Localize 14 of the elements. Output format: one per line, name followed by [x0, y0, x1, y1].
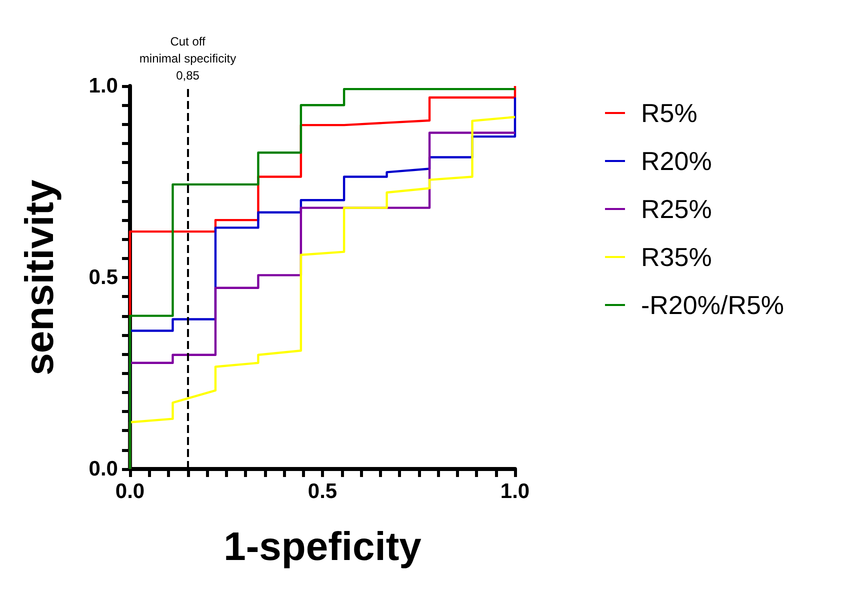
x-tick-label: 0.5: [308, 480, 338, 503]
y-tick-label: 0.0: [88, 458, 118, 480]
y-tick-label: 1.0: [88, 74, 118, 98]
x-axis-title: 1-speficity: [224, 525, 422, 569]
x-tick-label: 0.0: [115, 480, 145, 503]
x-tick-label: 1.0: [500, 480, 530, 503]
legend-label: R20%: [641, 146, 712, 176]
ref-line-label: Cut off minimal specificity 0,85: [139, 34, 236, 82]
legend-label: R5%: [641, 98, 698, 128]
y-tick-label: 0.5: [88, 266, 118, 289]
y-axis-title: sensitivity: [18, 178, 62, 376]
legend-label: R35%: [641, 242, 712, 272]
legend-label: R25%: [641, 194, 712, 224]
legend-label: -R20%/R5%: [641, 290, 784, 320]
